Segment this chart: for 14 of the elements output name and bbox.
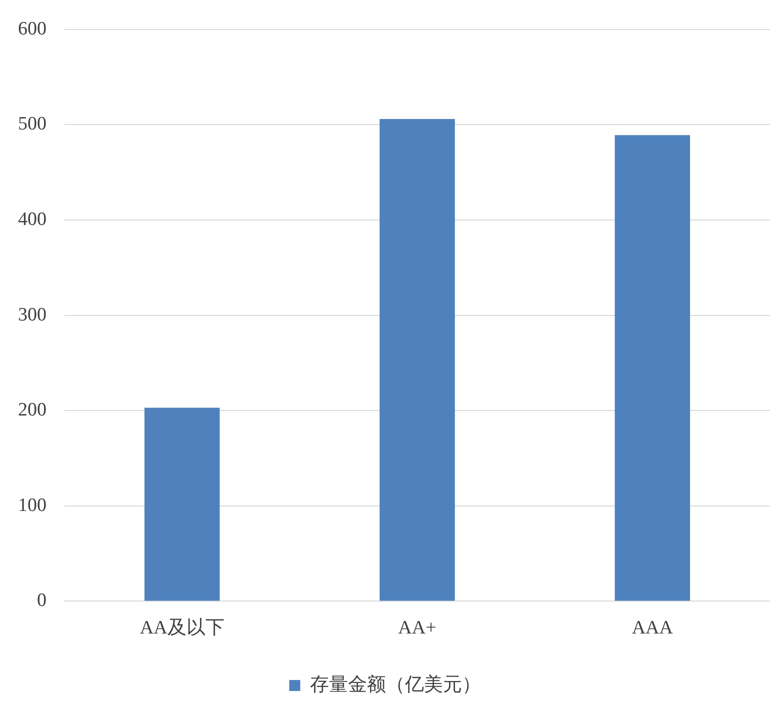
x-tick-label: AA+ bbox=[398, 618, 436, 639]
y-tick-label: 300 bbox=[18, 304, 46, 326]
x-tick-label: AAA bbox=[632, 618, 674, 639]
y-tick-label: 100 bbox=[18, 494, 46, 516]
y-tick-label: 200 bbox=[18, 400, 46, 421]
bar bbox=[380, 118, 455, 601]
legend-label: 存量金额（亿美元） bbox=[310, 673, 481, 696]
y-tick-label: 400 bbox=[18, 208, 46, 230]
y-tick-label: 0 bbox=[37, 590, 46, 612]
bar bbox=[614, 135, 690, 601]
y-tick-label: 600 bbox=[18, 18, 46, 40]
bar bbox=[144, 408, 220, 601]
x-tick-label: AA及以下 bbox=[140, 618, 224, 639]
y-tick-label: 500 bbox=[18, 114, 46, 135]
